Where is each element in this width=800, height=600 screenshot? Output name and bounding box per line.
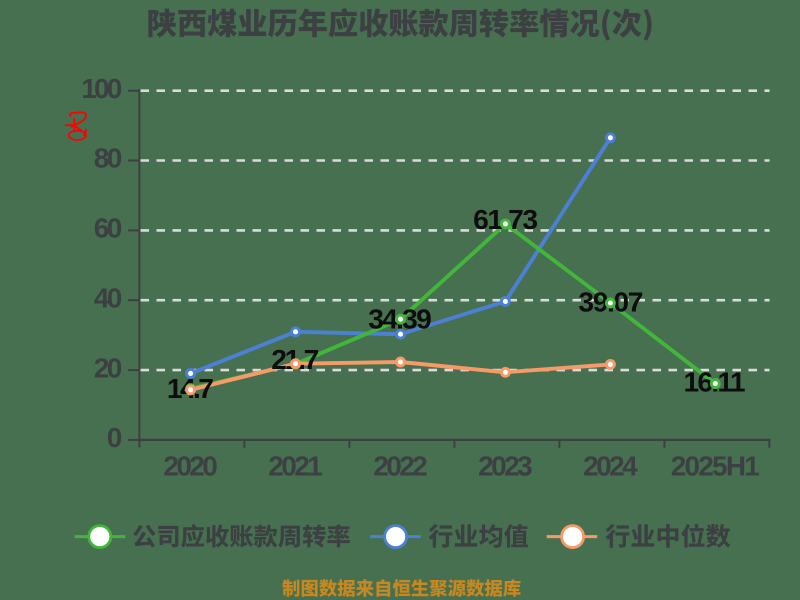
svg-text:2021: 2021 bbox=[268, 450, 323, 481]
svg-text:100: 100 bbox=[81, 73, 122, 104]
svg-text:60: 60 bbox=[94, 213, 123, 244]
svg-text:2025H1: 2025H1 bbox=[671, 450, 760, 481]
svg-text:2023: 2023 bbox=[478, 450, 533, 481]
svg-text:2022: 2022 bbox=[373, 450, 428, 481]
svg-text:20: 20 bbox=[94, 352, 123, 383]
svg-text:80: 80 bbox=[94, 143, 123, 174]
svg-text:0: 0 bbox=[107, 422, 123, 453]
svg-text:2024: 2024 bbox=[583, 450, 638, 481]
svg-text:40: 40 bbox=[94, 282, 123, 313]
svg-text:2020: 2020 bbox=[163, 450, 218, 481]
